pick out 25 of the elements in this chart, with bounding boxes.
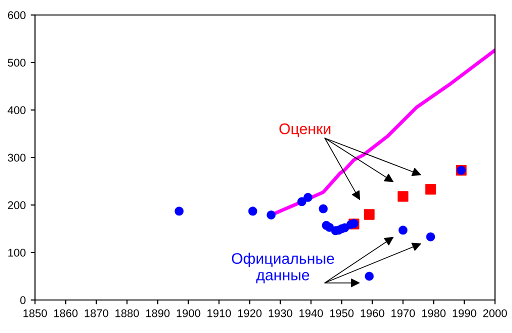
annotation: Оценки [279, 123, 330, 138]
x-tick-label: 1950 [330, 309, 354, 318]
y-tick-label: 100 [8, 248, 26, 257]
x-tick-label: 1940 [299, 309, 323, 318]
x-tick-label: 1970 [391, 309, 415, 318]
x-tick-label: 1880 [115, 309, 139, 318]
x-tick-label: 1870 [84, 309, 108, 318]
x-tick-label: 1980 [422, 309, 446, 318]
x-tick-label: 1890 [146, 309, 170, 318]
y-tick-label: 300 [8, 154, 26, 162]
x-tick-label: 1900 [176, 309, 200, 318]
y-tick-label: 600 [8, 11, 26, 20]
y-tick-label: 500 [8, 58, 26, 67]
x-tick-label: 1860 [54, 309, 78, 318]
x-tick-label: 1850 [23, 309, 47, 318]
annotation: Официальные данные [232, 252, 334, 284]
y-tick-label: 400 [8, 106, 26, 114]
x-tick-label: 1990 [452, 309, 476, 318]
x-tick-label: 1920 [238, 309, 262, 318]
x-tick-label: 1930 [268, 309, 292, 318]
x-tick-label: 1910 [207, 309, 231, 318]
y-tick-label: 0 [20, 296, 26, 304]
x-tick-label: 1960 [360, 309, 384, 318]
y-tick-label: 200 [8, 201, 26, 210]
x-tick-label: 2000 [483, 309, 507, 318]
